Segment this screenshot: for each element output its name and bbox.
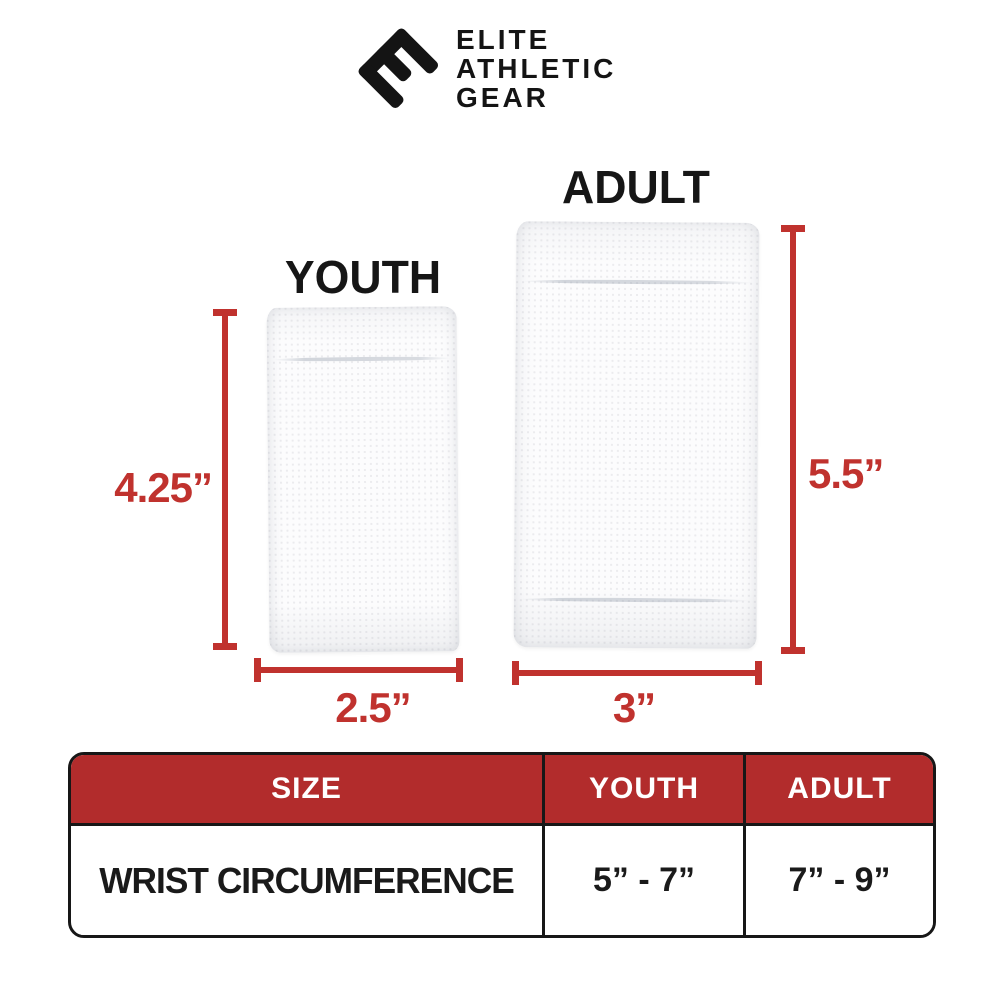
size-table-youth-value: 5” - 7” <box>542 826 743 935</box>
youth-height-dimension-line <box>222 311 228 648</box>
elite-athletic-gear-logo-icon <box>358 28 439 109</box>
adult-width-dimension-line <box>514 670 760 676</box>
brand-name: ELITE ATHLETIC GEAR <box>456 25 616 112</box>
brand-name-line: ELITE <box>456 23 551 55</box>
adult-height-label: 5.5” <box>808 450 884 497</box>
size-table-adult-value: 7” - 9” <box>743 826 933 935</box>
youth-width-label: 2.5” <box>335 684 411 731</box>
brand-name-line: ATHLETIC <box>456 52 617 84</box>
size-table-header-size: SIZE <box>71 755 542 826</box>
size-table: SIZE YOUTH ADULT WRIST CIRCUMFERENCE 5” … <box>68 752 936 938</box>
size-table-header-youth: YOUTH <box>542 755 743 826</box>
size-table-row-label: WRIST CIRCUMFERENCE <box>75 826 538 935</box>
youth-title: YOUTH <box>284 251 442 303</box>
adult-title: ADULT <box>562 161 710 213</box>
youth-wristband-image <box>266 306 460 653</box>
fabric-seam <box>523 279 752 285</box>
fabric-seam <box>272 356 452 362</box>
youth-height-label: 4.25” <box>114 464 213 511</box>
youth-width-dimension-line <box>256 667 461 673</box>
adult-width-label: 3” <box>612 684 656 731</box>
brand-logo: ELITE ATHLETIC GEAR <box>352 22 616 114</box>
fabric-seam <box>521 597 750 603</box>
size-table-header-adult: ADULT <box>743 755 933 826</box>
adult-height-dimension-line <box>790 227 796 652</box>
brand-name-line: GEAR <box>456 81 549 113</box>
adult-wristband-image <box>513 221 760 649</box>
